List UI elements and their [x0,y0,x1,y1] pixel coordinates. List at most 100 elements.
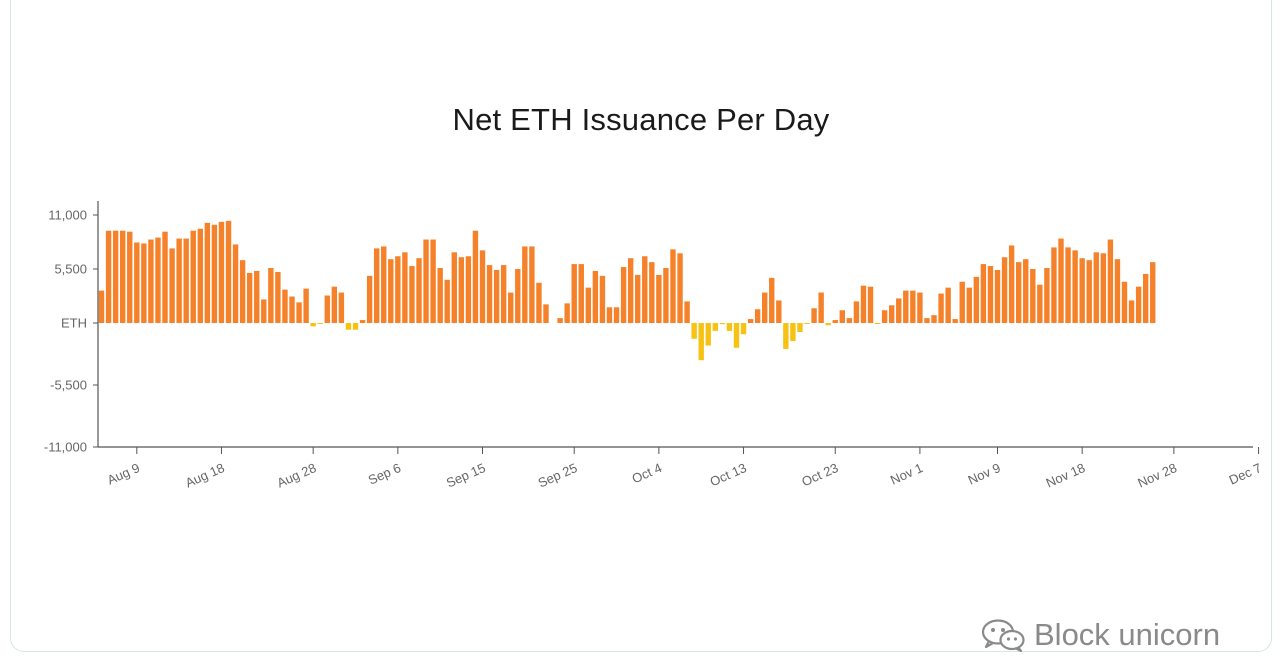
bar-107 [853,301,860,323]
bar-37 [359,320,366,323]
bar-76 [635,274,641,323]
bar-46 [423,239,429,323]
bar-55 [486,265,493,323]
bar-106 [846,318,853,323]
x-tick-label-13: Dec 7 [1227,460,1264,488]
bar-146 [1128,300,1135,323]
bar-63 [543,304,549,323]
bar-139 [1079,258,1085,323]
bar-56 [493,269,500,323]
bar-67 [571,264,577,323]
bar-57 [500,265,507,323]
bar-36 [352,323,359,330]
bar-80 [663,268,669,323]
bar-118 [931,315,937,323]
bar-39 [373,248,380,323]
bar-98 [790,323,796,342]
bar-96 [776,300,782,323]
bar-40 [381,246,387,323]
bar-119 [938,293,944,323]
bar-128 [1001,257,1008,323]
bar-123 [966,287,972,323]
bar-82 [677,253,683,323]
bar-93 [754,309,761,323]
bar-20 [239,260,246,323]
bar-104 [832,320,838,323]
watermark-text: Block unicorn [1034,617,1221,652]
bar-29 [303,288,309,323]
bar-38 [366,275,373,323]
x-tick-label-0: Aug 9 [105,460,142,488]
bar-141 [1093,252,1099,323]
bar-5 [134,242,140,323]
bar-6 [141,243,147,323]
bar-49 [444,279,450,323]
bar-28 [296,302,302,323]
bar-32 [324,295,330,323]
bar-77 [642,256,648,323]
bar-48 [437,268,443,323]
bar-145 [1121,281,1128,323]
bar-13 [190,230,196,323]
bar-113 [896,298,902,323]
bar-140 [1086,260,1092,323]
bar-42 [395,256,401,323]
bar-0 [98,290,105,323]
bar-47 [430,239,436,323]
bar-25 [275,271,281,323]
chart-title: Net ETH Issuance Per Day [452,102,830,137]
bar-3 [119,230,126,323]
bar-143 [1107,239,1114,323]
bar-99 [797,323,803,333]
bar-31 [317,323,323,324]
bar-101 [811,308,817,323]
bar-100 [804,323,810,324]
bar-125 [980,264,987,323]
bar-90 [733,323,740,348]
bar-105 [839,310,845,323]
bar-26 [282,289,288,323]
bar-115 [910,290,916,323]
x-tick-label-11: Nov 18 [1044,460,1088,490]
bar-19 [232,244,239,323]
watermark: Block unicorn [980,615,1220,655]
bar-24 [268,268,274,323]
bar-124 [973,276,980,323]
bar-102 [818,292,824,323]
bar-65 [557,318,563,323]
bar-147 [1135,286,1142,323]
bar-21 [246,272,253,323]
bar-84 [691,323,697,339]
bar-15 [204,222,211,323]
bar-126 [987,266,994,323]
bar-120 [945,287,951,323]
x-tick-label-12: Nov 28 [1135,460,1179,490]
bar-110 [874,323,881,324]
bar-92 [747,319,754,323]
bar-7 [148,239,154,323]
bar-127 [994,269,1001,323]
bar-87 [712,323,719,331]
bar-133 [1037,284,1043,323]
bar-74 [620,267,627,323]
x-tick-label-2: Aug 28 [275,460,319,490]
bar-18 [225,220,232,323]
card-frame [10,0,1272,652]
bar-16 [211,224,218,323]
bar-111 [881,310,888,323]
bar-4 [127,231,133,323]
x-tick-label-4: Sep 15 [444,460,488,490]
bar-59 [515,269,521,323]
bar-1 [105,230,112,323]
bar-68 [578,264,584,323]
x-tick-label-9: Nov 1 [888,460,925,488]
bar-50 [451,252,457,323]
bar-41 [388,259,394,323]
bar-35 [345,323,352,330]
bar-22 [254,270,260,323]
bar-142 [1100,253,1107,323]
bar-137 [1065,247,1071,323]
bar-62 [536,282,542,323]
bar-85 [698,323,704,361]
